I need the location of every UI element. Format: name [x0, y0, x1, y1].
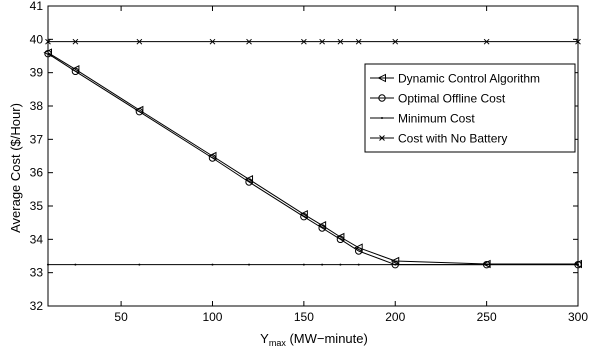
y-tick-label: 34	[30, 232, 44, 246]
legend-label: Dynamic Control Algorithm	[398, 72, 540, 86]
plot-frame	[47, 5, 579, 307]
data-point	[208, 154, 217, 162]
data-point	[394, 263, 397, 266]
data-point	[136, 38, 143, 45]
data-point	[483, 38, 490, 45]
data-point	[336, 235, 345, 244]
data-point	[248, 263, 251, 266]
data-point	[321, 263, 324, 266]
y-tick-label: 37	[30, 132, 44, 146]
y-tick-label: 35	[30, 199, 44, 213]
y-tick-label: 40	[30, 32, 44, 46]
legend-marker	[377, 73, 386, 83]
data-point	[44, 49, 52, 58]
legend-label: Cost with No Battery	[398, 132, 507, 146]
series-3	[45, 38, 581, 45]
data-point	[135, 107, 144, 116]
legend-marker	[378, 94, 386, 102]
x-axis-label-unit: (MW−minute)	[286, 331, 368, 346]
data-point	[245, 178, 253, 186]
data-point	[246, 38, 252, 45]
data-point	[339, 263, 342, 266]
data-point	[209, 38, 216, 45]
data-point	[485, 263, 488, 266]
x-tick-label: 250	[477, 310, 497, 324]
y-tick-label: 33	[30, 266, 44, 280]
x-tick-label: 200	[385, 310, 405, 324]
data-point	[392, 38, 399, 45]
data-point	[577, 263, 579, 266]
data-point	[47, 263, 49, 266]
legend-label: Optimal Offline Cost	[398, 92, 506, 106]
axes: 50 100 150 200 250 300 32 33 34 35 36 37 38 39 40 41	[30, 0, 589, 324]
data-point	[74, 263, 77, 266]
x-tick-label: 100	[202, 310, 222, 324]
data-point	[302, 263, 305, 266]
data-point	[45, 38, 51, 45]
data-point	[390, 256, 400, 266]
data-point	[71, 67, 80, 76]
x-axis-label: Ymax (MW−minute)	[260, 331, 368, 348]
x-axis-label-subscript: max	[269, 338, 287, 348]
series-2	[47, 263, 579, 266]
data-point	[138, 263, 141, 266]
data-point	[72, 38, 79, 45]
data-point	[575, 38, 581, 45]
x-tick-label: 150	[294, 310, 314, 324]
data-point	[318, 224, 326, 232]
data-point	[355, 38, 362, 45]
data-point	[357, 263, 360, 266]
legend-entry: Dynamic Control Algorithm	[370, 72, 540, 86]
y-tick-label: 41	[30, 0, 44, 13]
series-group	[43, 38, 582, 269]
series-line	[47, 52, 578, 265]
data-point	[354, 243, 363, 252]
legend-entry: Optimal Offline Cost	[370, 92, 506, 106]
data-point	[317, 221, 327, 230]
data-point	[300, 212, 308, 221]
x-axis-label-main: Y	[260, 331, 269, 346]
data-point	[244, 175, 254, 184]
y-tick-label: 38	[30, 99, 44, 113]
y-axis-label: Average Cost ($/Hour)	[8, 103, 23, 233]
data-point	[337, 38, 344, 45]
data-point	[319, 38, 325, 45]
y-tick-label: 36	[30, 166, 44, 180]
data-point	[301, 38, 307, 45]
y-tick-label: 32	[30, 299, 44, 313]
data-point	[211, 263, 214, 266]
legend-marker	[381, 117, 383, 119]
legend-entry: Cost with No Battery	[370, 132, 507, 146]
legend-label: Minimum Cost	[398, 112, 475, 126]
legend-marker	[379, 135, 385, 141]
data-point	[354, 247, 363, 255]
legend-entry: Minimum Cost	[370, 112, 475, 126]
y-tick-label: 39	[30, 66, 44, 80]
x-tick-label: 50	[114, 310, 128, 324]
x-tick-label: 300	[568, 310, 588, 324]
legend-box	[364, 63, 576, 153]
legend: Dynamic Control Algorithm Optimal Offline…	[364, 63, 576, 153]
